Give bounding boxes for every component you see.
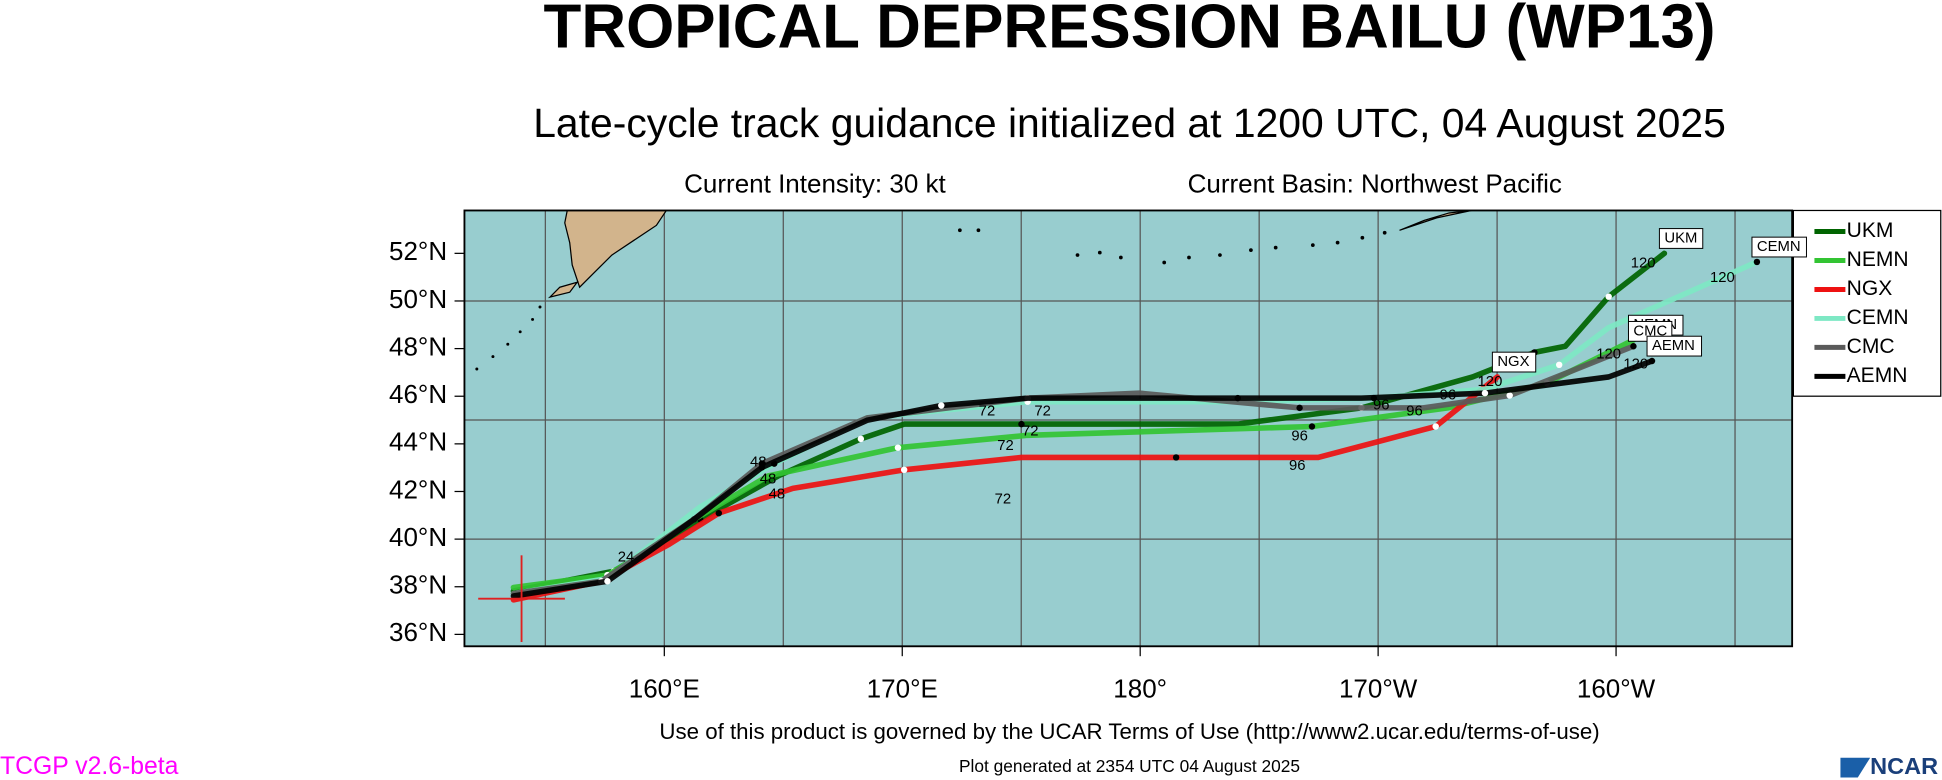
hour-label: 72 (1034, 404, 1051, 420)
track-line (510, 358, 1655, 599)
logo-text: NCAR (1870, 753, 1938, 779)
y-tick-label: 42°N (389, 474, 447, 504)
track-dot (938, 402, 945, 409)
y-tick-label: 48°N (389, 331, 447, 361)
legend-label: NEMN (1847, 248, 1909, 271)
footer-terms: Use of this product is governed by the U… (659, 719, 1599, 744)
info-intensity: Current Intensity: 30 kt (684, 169, 946, 199)
footer-generated: Plot generated at 2354 UTC 04 August 202… (959, 756, 1300, 776)
track-dot (1753, 258, 1761, 266)
chart-subtitle: Late-cycle track guidance initialized at… (533, 100, 1726, 146)
legend-label: CEMN (1847, 306, 1909, 329)
track-dot (1432, 423, 1439, 430)
hour-label: 72 (979, 404, 996, 420)
chart-title: TROPICAL DEPRESSION BAILU (WP13) (544, 0, 1716, 61)
track-end-label: NGX (1497, 354, 1529, 370)
hour-label: 120 (1631, 255, 1656, 271)
legend-label: UKM (1847, 219, 1894, 242)
x-tick-label: 170°W (1339, 674, 1418, 704)
track-dot (1605, 293, 1612, 300)
hour-label: 96 (1373, 398, 1390, 414)
legend-label: NGX (1847, 277, 1893, 300)
track-dot (1555, 361, 1563, 369)
track-end-label: CEMN (1757, 239, 1801, 255)
hour-label: 72 (997, 438, 1014, 454)
hour-label: 120 (1478, 374, 1503, 390)
track-dot (857, 435, 865, 443)
x-tick-label: 180° (1113, 674, 1167, 704)
x-tick-label: 170°E (867, 674, 938, 704)
track-dot (1506, 392, 1513, 399)
track-end-box (1491, 351, 1537, 373)
y-tick-label: 50°N (389, 284, 447, 314)
hour-label: 96 (1289, 458, 1306, 474)
track-dot (604, 578, 611, 585)
track-dot (758, 464, 766, 471)
info-basin: Current Basin: Northwest Pacific (1188, 169, 1562, 199)
hour-label: 96 (1291, 428, 1308, 444)
hour-label: 120 (1710, 270, 1735, 286)
logo-mark (1840, 757, 1871, 778)
y-tick-label: 44°N (389, 427, 447, 457)
track-end-label: UKM (1664, 230, 1697, 246)
track-dot (1481, 389, 1489, 397)
track-dot (1648, 357, 1656, 365)
hour-label: 48 (769, 487, 786, 503)
track-dot (894, 444, 902, 451)
track-end-label: CMC (1633, 323, 1667, 339)
track-end-box (1646, 335, 1703, 357)
ocean (464, 210, 1793, 647)
version-label: TCGP v2.6-beta (0, 753, 179, 780)
legend-label: CMC (1847, 335, 1895, 358)
legend-box (1792, 209, 1942, 397)
track-dot (1234, 394, 1241, 402)
hour-label: 96 (1440, 387, 1457, 403)
land (475, 210, 1472, 371)
hour-label: 72 (995, 492, 1012, 508)
track-dot (715, 509, 723, 517)
track-dot (1172, 454, 1180, 461)
hour-label: 120 (1623, 357, 1648, 373)
x-tick-label: 160°W (1577, 674, 1656, 704)
hour-label: 24 (618, 550, 635, 566)
plot-frame (463, 209, 1794, 648)
track-dot (1018, 420, 1025, 428)
y-tick-label: 40°N (389, 522, 447, 552)
track-end-box (1751, 236, 1807, 258)
y-tick-label: 36°N (389, 617, 447, 647)
y-tick-label: 46°N (389, 379, 447, 409)
hour-label: 96 (1406, 404, 1423, 420)
legend-label: AEMN (1847, 364, 1908, 387)
y-tick-label: 52°N (389, 236, 447, 266)
tracks (510, 250, 1761, 603)
grid (464, 210, 1793, 647)
hour-label: 48 (750, 454, 767, 470)
track-dot (1296, 404, 1303, 412)
hour-label: 120 (1596, 347, 1621, 363)
hour-label: 72 (1022, 423, 1039, 439)
track-end-label: AEMN (1652, 338, 1695, 354)
x-tick-label: 160°E (629, 674, 700, 704)
track-dot (1308, 423, 1316, 430)
track-dot (900, 466, 908, 474)
hour-label: 48 (760, 472, 777, 488)
track-line (510, 259, 1760, 597)
track-dot (1630, 343, 1637, 350)
track-end-box (1658, 228, 1704, 249)
y-tick-label: 38°N (389, 570, 447, 600)
